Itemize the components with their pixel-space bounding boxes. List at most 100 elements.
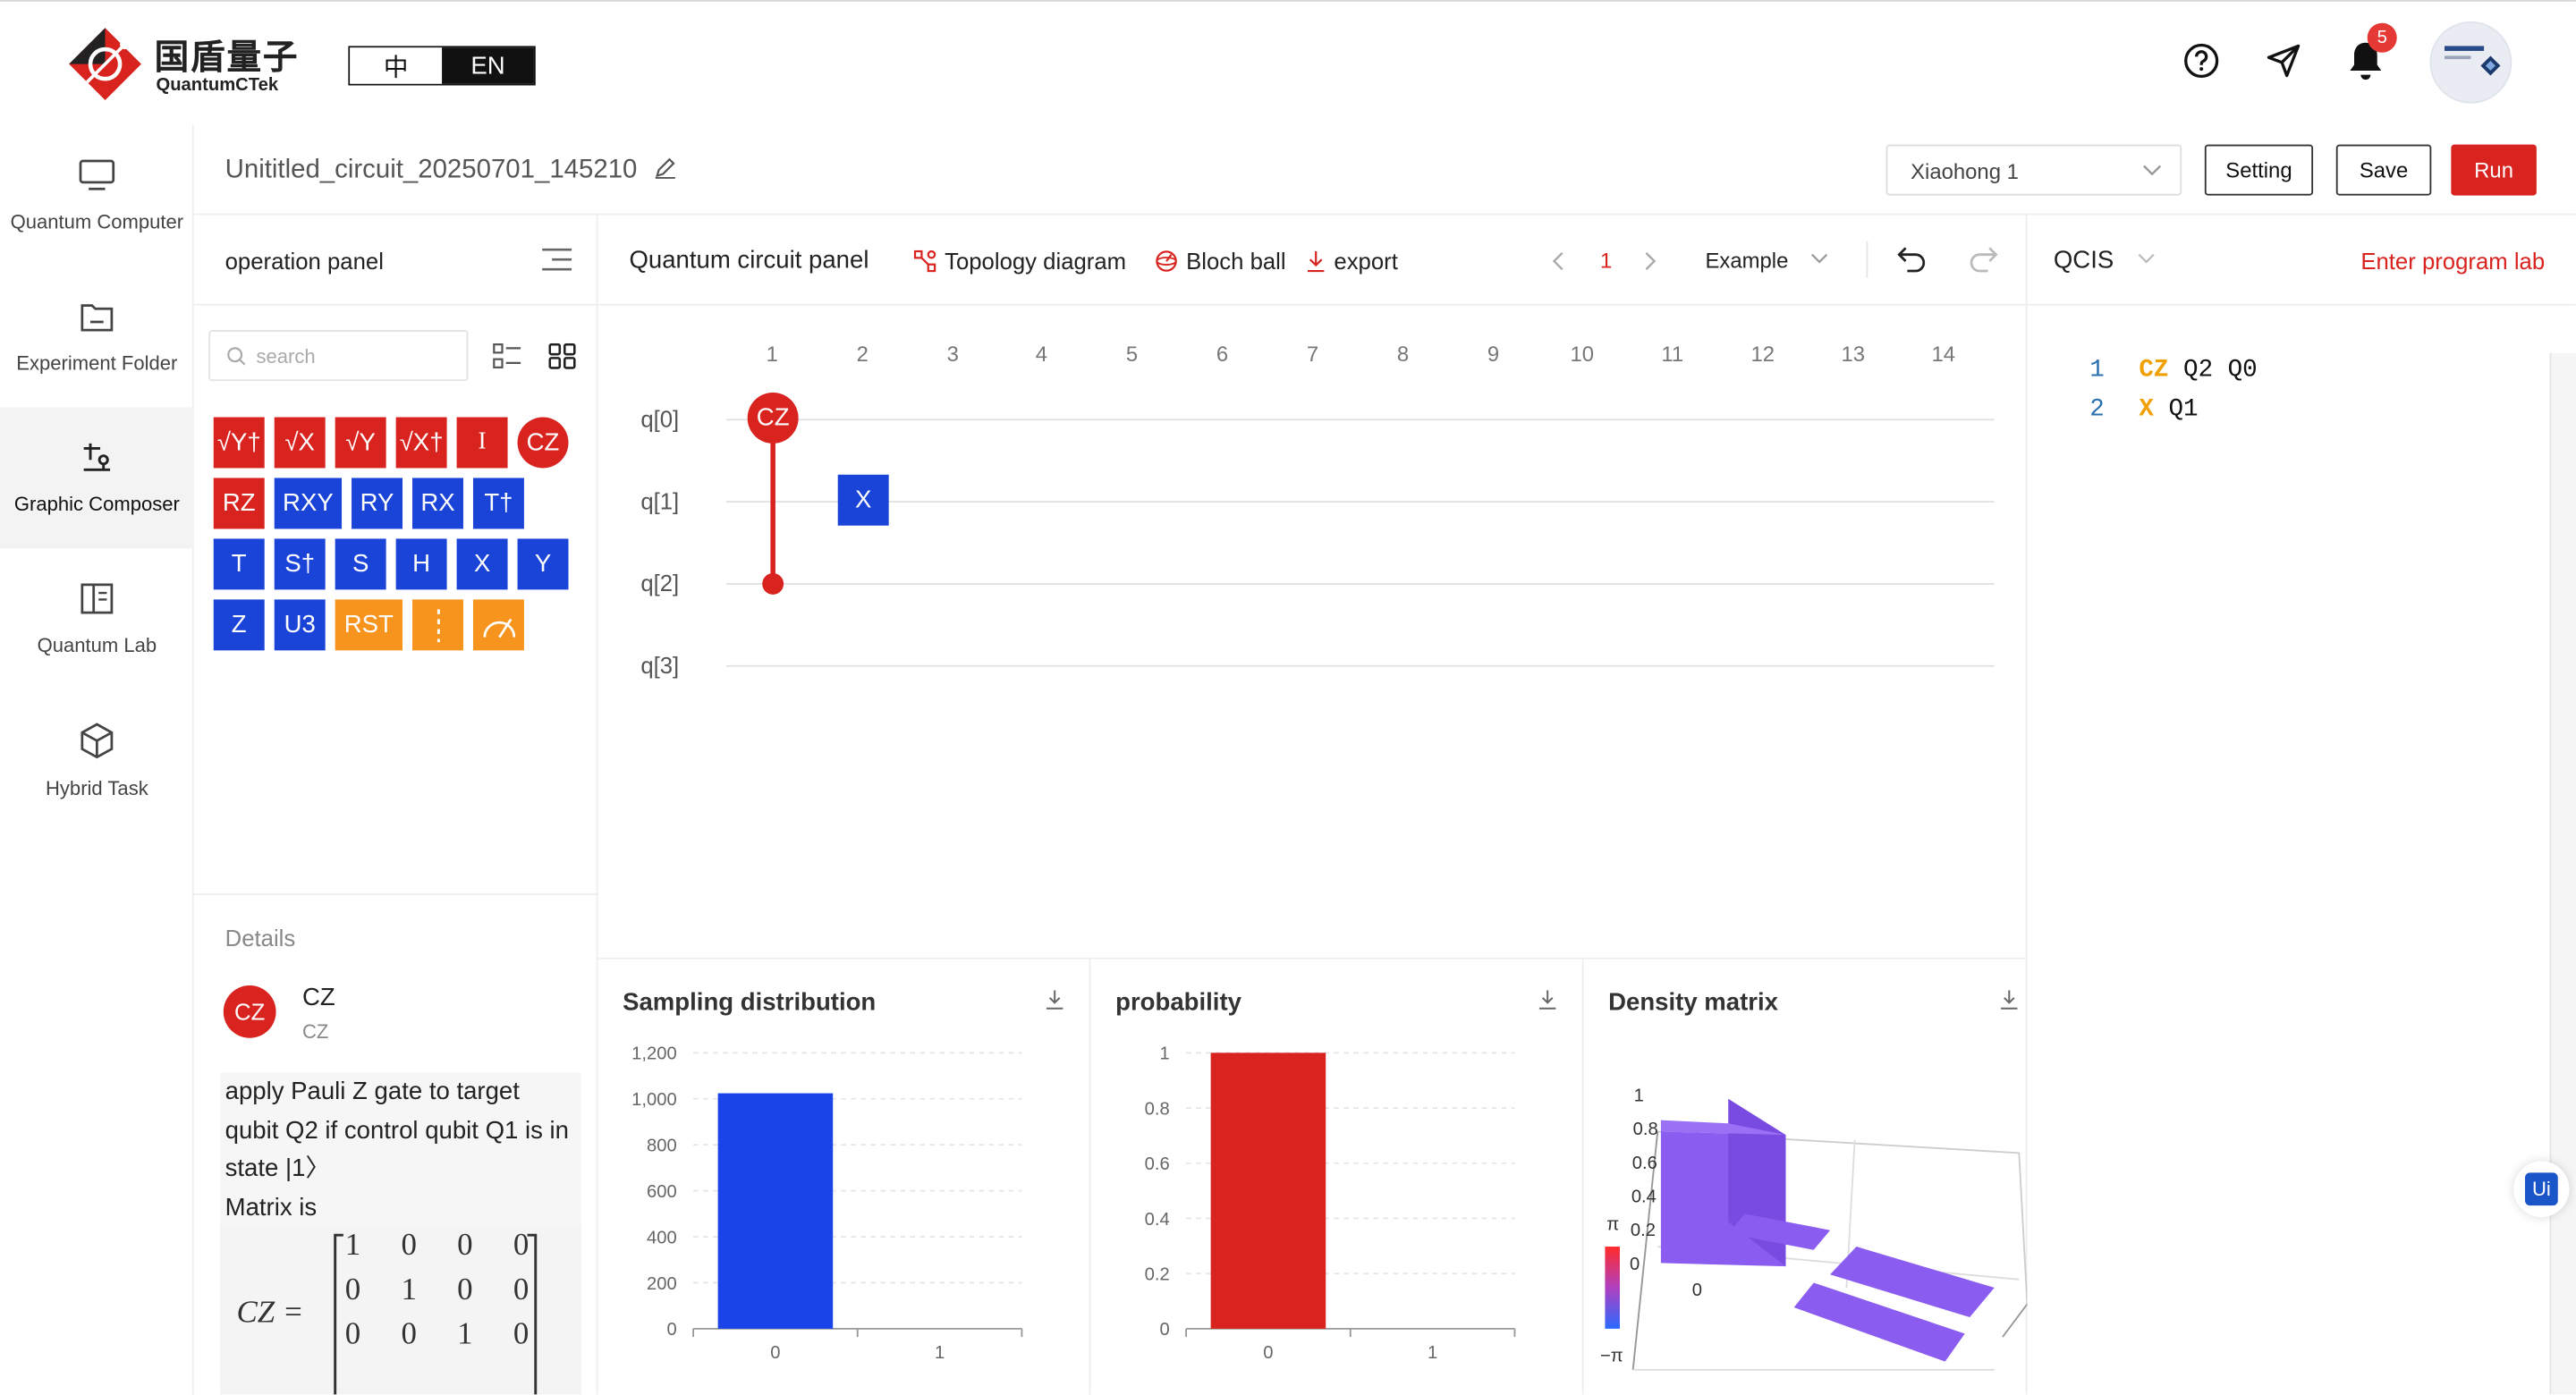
- qubit-label: q[1]: [640, 487, 680, 514]
- prev-page-icon[interactable]: [1552, 251, 1566, 271]
- composer-icon: [83, 443, 111, 471]
- matrix-cell: 0: [344, 1317, 361, 1352]
- send-icon[interactable]: [2260, 38, 2306, 83]
- gate-rx[interactable]: RX: [412, 478, 463, 529]
- column-number: 1: [766, 342, 778, 367]
- topology-diagram-button[interactable]: Topology diagram: [913, 248, 1126, 275]
- barrier-icon: [436, 608, 439, 642]
- redo-icon[interactable]: [1968, 247, 1998, 273]
- y-tick-label: 0.2: [1145, 1265, 1170, 1285]
- circuit-panel-title: Quantum circuit panel: [629, 246, 869, 275]
- qubit-label: q[2]: [640, 570, 680, 596]
- gate-sqrt-x-dagger[interactable]: √X†: [395, 417, 447, 469]
- example-dropdown[interactable]: Example: [1705, 248, 1828, 273]
- gate-y[interactable]: Y: [517, 538, 569, 590]
- qcis-dropdown[interactable]: QCIS: [2054, 247, 2156, 275]
- logo[interactable]: 国盾量子 QuantumCTek: [63, 25, 309, 104]
- grid-view-icon[interactable]: [548, 342, 576, 369]
- x-tick-label: 0: [770, 1343, 780, 1363]
- gate-rz[interactable]: RZ: [213, 478, 265, 529]
- editor-scrollbar[interactable]: [2549, 352, 2576, 1395]
- gate-z[interactable]: Z: [213, 599, 265, 651]
- density-bar-top: [1660, 1120, 1786, 1136]
- z-tick-label: 0.6: [1632, 1154, 1657, 1173]
- gate-barrier[interactable]: [412, 599, 463, 651]
- run-button[interactable]: Run: [2451, 144, 2537, 196]
- gate-description: apply Pauli Z gate to target qubit Q2 if…: [220, 1072, 582, 1228]
- matrix-cell: 1: [344, 1228, 361, 1264]
- download-icon[interactable]: [1045, 989, 1064, 1010]
- gate-rxy[interactable]: RXY: [274, 478, 343, 529]
- lang-zh-button[interactable]: 中: [350, 47, 443, 84]
- code-op: X: [2139, 395, 2154, 424]
- edit-icon[interactable]: [655, 156, 678, 179]
- column-number: 2: [856, 342, 869, 367]
- save-button[interactable]: Save: [2335, 144, 2432, 196]
- list-view-icon[interactable]: [493, 343, 521, 369]
- cz-control-dot[interactable]: [762, 573, 784, 595]
- gate-s[interactable]: S: [335, 538, 386, 590]
- gate-ry[interactable]: RY: [352, 478, 402, 529]
- x-axis: [2002, 1303, 2028, 1338]
- y-tick-label: 600: [647, 1182, 677, 1202]
- help-icon[interactable]: [2178, 38, 2224, 83]
- qcis-title: QCIS: [2053, 246, 2114, 275]
- qcis-header: QCIS Enter program lab: [2027, 216, 2576, 306]
- download-icon[interactable]: [1538, 989, 1557, 1010]
- qubit-wire[interactable]: [725, 583, 1995, 585]
- lang-en-button[interactable]: EN: [442, 47, 534, 84]
- nav-experiment-folder[interactable]: Experiment Folder: [0, 266, 194, 408]
- gate-reset[interactable]: RST: [335, 599, 402, 651]
- gate-identity[interactable]: I: [456, 417, 508, 469]
- placed-gate-cz[interactable]: CZ: [747, 392, 799, 444]
- chevron-down-icon: [2138, 253, 2155, 264]
- gate-t-dagger[interactable]: T†: [472, 478, 524, 529]
- x-tick-label: 0: [1263, 1343, 1273, 1363]
- bloch-ball-button[interactable]: Bloch ball: [1155, 248, 1286, 275]
- download-icon[interactable]: [1999, 989, 2019, 1010]
- search-placeholder: search: [256, 344, 316, 368]
- qubit-wire[interactable]: [725, 664, 1995, 667]
- gate-t[interactable]: T: [213, 538, 265, 590]
- enter-program-lab-link[interactable]: Enter program lab: [2360, 248, 2546, 275]
- export-label: export: [1334, 248, 1398, 275]
- undo-icon[interactable]: [1897, 247, 1927, 273]
- y-tick-label: 1,000: [631, 1090, 677, 1110]
- gate-u3[interactable]: U3: [274, 599, 326, 651]
- z-tick-label: 0.8: [1633, 1120, 1658, 1139]
- device-select[interactable]: Xiaohong 1: [1885, 144, 2182, 196]
- gate-sqrt-y[interactable]: √Y: [335, 417, 386, 469]
- gate-sqrt-y-dagger[interactable]: √Y†: [213, 417, 265, 469]
- next-page-icon[interactable]: [1645, 251, 1658, 271]
- code-line[interactable]: 1 CZ Q2 Q0: [2089, 357, 2257, 385]
- probability-title: probability: [1115, 988, 1241, 1017]
- gate-cz[interactable]: CZ: [517, 417, 569, 469]
- nav-quantum-computer[interactable]: Quantum Computer: [0, 125, 194, 266]
- circuit-title[interactable]: Unititled_circuit_20250701_145210: [225, 156, 678, 185]
- gate-x[interactable]: X: [456, 538, 508, 590]
- gate-h[interactable]: H: [395, 538, 447, 590]
- avatar[interactable]: [2429, 21, 2512, 104]
- qubit-wire[interactable]: [725, 501, 1995, 503]
- nav-quantum-lab[interactable]: Quantum Lab: [0, 548, 194, 689]
- placed-gate-x[interactable]: X: [837, 474, 889, 526]
- operation-panel: operation panel search √Y† √X √Y √X† I C…: [193, 215, 598, 1395]
- export-button[interactable]: export: [1306, 248, 1398, 275]
- search-input[interactable]: search: [208, 330, 469, 382]
- qubit-label: q[0]: [640, 405, 680, 433]
- ui-assistant-button[interactable]: Ui: [2513, 1161, 2570, 1217]
- nav-graphic-composer[interactable]: Graphic Composer: [0, 407, 194, 549]
- matrix-cell: 0: [457, 1228, 473, 1264]
- qubit-wire[interactable]: [725, 418, 1995, 421]
- matrix-lhs: CZ =: [236, 1296, 304, 1331]
- gate-s-dagger[interactable]: S†: [274, 538, 326, 590]
- nav-hybrid-task[interactable]: Hybrid Task: [0, 689, 194, 831]
- code-line[interactable]: 2 X Q1: [2089, 396, 2198, 424]
- column-number: 7: [1306, 342, 1319, 367]
- setting-button[interactable]: Setting: [2204, 144, 2314, 196]
- gate-sqrt-x[interactable]: √X: [274, 417, 326, 469]
- divider: [1866, 241, 1868, 278]
- collapse-menu-icon[interactable]: [542, 248, 572, 271]
- chevron-down-icon: [2143, 165, 2162, 176]
- gate-measure[interactable]: [472, 599, 524, 651]
